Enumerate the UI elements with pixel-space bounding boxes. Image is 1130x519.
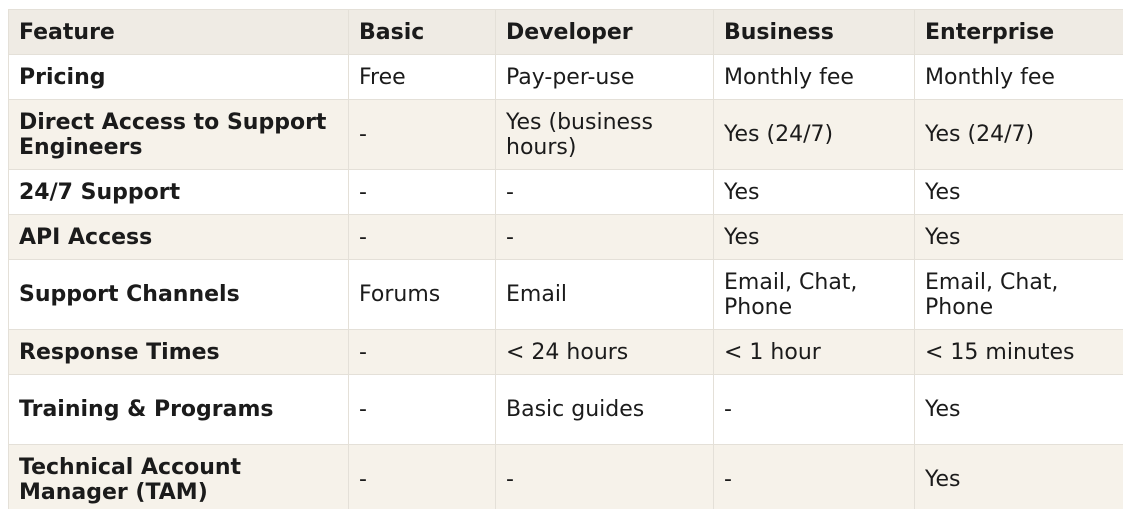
developer-cell: - (495, 444, 714, 509)
developer-cell: < 24 hours (495, 329, 714, 375)
column-header-basic: Basic (348, 9, 496, 55)
business-cell: Yes (713, 214, 915, 260)
basic-cell: - (348, 99, 496, 170)
enterprise-cell: Yes (24/7) (914, 99, 1123, 170)
developer-cell: Pay-per-use (495, 54, 714, 100)
support-plans-table-container: Feature Basic Developer Business Enterpr… (8, 9, 1123, 509)
table-row: Pricing Free Pay-per-use Monthly fee Mon… (8, 54, 1123, 100)
developer-cell: Basic guides (495, 374, 714, 445)
basic-cell: Forums (348, 259, 496, 330)
enterprise-cell: Yes (914, 374, 1123, 445)
column-header-business: Business (713, 9, 915, 55)
table-row: Response Times - < 24 hours < 1 hour < 1… (8, 329, 1123, 375)
business-cell: Yes (24/7) (713, 99, 915, 170)
table-row: API Access - - Yes Yes (8, 214, 1123, 260)
support-plans-table: Feature Basic Developer Business Enterpr… (8, 9, 1123, 509)
business-cell: - (713, 444, 915, 509)
table-header-row: Feature Basic Developer Business Enterpr… (8, 9, 1123, 55)
feature-cell: Technical Account Manager (TAM) (8, 444, 349, 509)
basic-cell: - (348, 329, 496, 375)
feature-cell: API Access (8, 214, 349, 260)
enterprise-cell: Yes (914, 444, 1123, 509)
feature-cell: Training & Programs (8, 374, 349, 445)
business-cell: Yes (713, 169, 915, 215)
basic-cell: - (348, 374, 496, 445)
table-row: Direct Access to Support Engineers - Yes… (8, 99, 1123, 170)
feature-cell: Direct Access to Support Engineers (8, 99, 349, 170)
developer-cell: Email (495, 259, 714, 330)
feature-cell: 24/7 Support (8, 169, 349, 215)
column-header-enterprise: Enterprise (914, 9, 1123, 55)
table-row: Support Channels Forums Email Email, Cha… (8, 259, 1123, 330)
feature-cell: Response Times (8, 329, 349, 375)
basic-cell: - (348, 214, 496, 260)
basic-cell: - (348, 444, 496, 509)
enterprise-cell: Yes (914, 214, 1123, 260)
developer-cell: - (495, 169, 714, 215)
feature-cell: Support Channels (8, 259, 349, 330)
column-header-feature: Feature (8, 9, 349, 55)
basic-cell: - (348, 169, 496, 215)
table-row: 24/7 Support - - Yes Yes (8, 169, 1123, 215)
developer-cell: - (495, 214, 714, 260)
enterprise-cell: Monthly fee (914, 54, 1123, 100)
business-cell: Monthly fee (713, 54, 915, 100)
feature-cell: Pricing (8, 54, 349, 100)
basic-cell: Free (348, 54, 496, 100)
business-cell: - (713, 374, 915, 445)
column-header-developer: Developer (495, 9, 714, 55)
business-cell: Email, Chat, Phone (713, 259, 915, 330)
table-row: Training & Programs - Basic guides - Yes (8, 374, 1123, 445)
enterprise-cell: < 15 minutes (914, 329, 1123, 375)
developer-cell: Yes (business hours) (495, 99, 714, 170)
business-cell: < 1 hour (713, 329, 915, 375)
enterprise-cell: Email, Chat, Phone (914, 259, 1123, 330)
enterprise-cell: Yes (914, 169, 1123, 215)
table-row: Technical Account Manager (TAM) - - - Ye… (8, 444, 1123, 509)
